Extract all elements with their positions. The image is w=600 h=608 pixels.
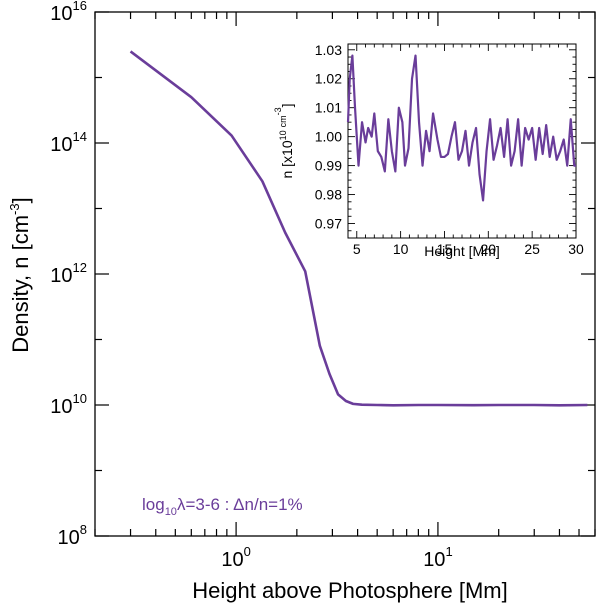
inset-x-label: Height [Mm]	[424, 243, 499, 259]
inset-x-tick-label: 20	[481, 241, 497, 257]
inset-x-tick-label: 30	[568, 241, 584, 257]
main-series-line	[129, 50, 588, 407]
inset-series-line	[346, 54, 576, 202]
inset-y-tick-label: 1.03	[315, 42, 342, 58]
main-y-tick-label: 108	[58, 522, 87, 549]
inset-x-ticks: 5 10 15 20 25 30	[353, 44, 584, 257]
main-x-tick-label: 101	[423, 544, 452, 571]
main-y-tick-label: 1010	[50, 391, 87, 418]
inset-x-tick-label: 15	[437, 241, 453, 257]
main-y-label: Density, n [cm-3]	[7, 197, 33, 352]
main-y-label-end: ]	[8, 197, 33, 203]
inset-y-label-unit: cm	[278, 115, 288, 127]
inset-y-label-sup: 10	[278, 130, 288, 140]
inset-plot: 0.97 0.98 0.99 1.00 1.01 1.02 1.03 5 10 15 20 25 30…	[273, 42, 584, 259]
main-y-label-sup: -3	[7, 203, 22, 215]
inset-y-label: n [x1010 cm-3]	[273, 103, 295, 178]
inset-y-tick-label: 0.97	[315, 216, 342, 232]
main-x-tick-label: 100	[221, 544, 250, 571]
main-x-ticks: 100 101	[94, 12, 596, 571]
annotation-sub: 10	[165, 506, 177, 518]
inset-y-tick-label: 1.00	[315, 129, 342, 145]
inset-y-label-text: n [x10	[279, 140, 295, 178]
main-x-label: Height above Photosphere [Mm]	[192, 578, 508, 603]
inset-y-tick-label: 1.01	[315, 100, 342, 116]
main-y-tick-label: 1012	[50, 260, 87, 287]
annotation-text-a: log	[142, 495, 165, 514]
inset-y-label-end: ]	[279, 103, 295, 107]
inset-y-label-unit-sup: -3	[273, 107, 283, 115]
main-y-tick-label: 1014	[50, 129, 87, 156]
inset-x-tick-label: 5	[353, 241, 361, 257]
inset-x-tick-label: 10	[393, 241, 409, 257]
main-y-tick-label: 1016	[50, 0, 87, 25]
inset-y-tick-label: 1.02	[315, 71, 342, 87]
main-y-label-text: Density, n [cm	[8, 215, 33, 353]
inset-y-tick-label: 0.99	[315, 158, 342, 174]
annotation-text-b: λ=3-6 : Δn/n=1%	[177, 495, 303, 514]
main-annotation: log10λ=3-6 : Δn/n=1%	[142, 495, 303, 518]
inset-y-tick-label: 0.98	[315, 187, 342, 203]
inset-x-tick-label: 25	[524, 241, 540, 257]
